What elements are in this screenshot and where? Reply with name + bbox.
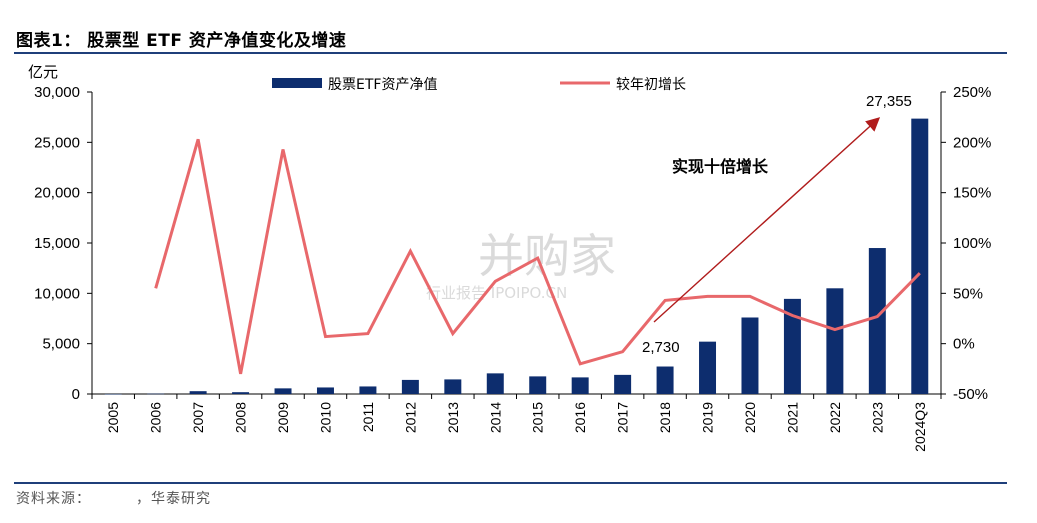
bar — [699, 341, 717, 394]
bar — [274, 388, 292, 394]
x-tick-label: 2021 — [784, 402, 800, 433]
x-tick-label: 2024Q3 — [912, 402, 928, 452]
source-note: 资料来源： ，华泰研究 — [16, 488, 211, 508]
bar — [359, 386, 377, 394]
x-tick-label: 2008 — [233, 402, 249, 433]
bar — [826, 288, 844, 394]
source-label: 资料来源： — [16, 491, 84, 507]
right-tick-label: 100% — [953, 235, 991, 252]
watermark-main: 并购家 — [478, 229, 616, 283]
line-series — [154, 138, 921, 375]
annotation-2024q3: 27,355 — [866, 93, 912, 110]
x-tick-label: 2017 — [615, 402, 631, 433]
x-tick-label: 2009 — [275, 402, 291, 433]
legend: 股票ETF资产净值 较年初增长 — [272, 76, 686, 93]
x-tick-label: 2006 — [148, 402, 164, 433]
annotation-tenfold: 实现十倍增长 — [672, 157, 769, 176]
x-tick-label: 2016 — [572, 402, 588, 433]
legend-bar-swatch — [272, 78, 322, 88]
bar — [911, 118, 929, 394]
x-tick-label: 2020 — [742, 402, 758, 433]
growth-arrow — [653, 117, 881, 323]
bar — [444, 379, 462, 394]
right-tick-label: 250% — [953, 84, 991, 101]
legend-bar-label: 股票ETF资产净值 — [328, 77, 437, 93]
footer-divider — [14, 482, 1007, 484]
annotation-2018: 2,730 — [642, 339, 680, 356]
x-tick-label: 2023 — [869, 402, 885, 433]
bar — [529, 376, 547, 394]
left-tick-label: 20,000 — [34, 185, 80, 202]
right-tick-label: -50% — [953, 386, 988, 403]
bar — [189, 391, 207, 394]
source-text: ，华泰研究 — [136, 491, 211, 507]
legend-line-label: 较年初增长 — [616, 76, 686, 93]
x-tick-label: 2005 — [105, 402, 121, 433]
left-tick-label: 15,000 — [34, 235, 80, 252]
annotations: 2,730 27,355 实现十倍增长 — [642, 93, 912, 356]
x-axis-ticks: 2005 2006 2007 2008 2009 2010 2011 2012 2013 2014… — [91, 394, 942, 452]
left-axis-unit: 亿元 — [28, 64, 58, 81]
right-tick-label: 50% — [953, 285, 983, 302]
page-title: 图表1： 股票型 ETF 资产净值变化及增速 — [16, 31, 347, 51]
x-tick-label: 2014 — [487, 402, 503, 433]
bar — [783, 298, 801, 394]
left-tick-label: 0 — [72, 386, 80, 403]
title-divider — [14, 52, 1007, 54]
x-tick-label: 2011 — [360, 402, 376, 432]
x-tick-label: 2019 — [700, 402, 716, 433]
right-axis-ticks: -50% 0% 50% 100% 150% 200% 250% — [941, 84, 991, 403]
right-tick-label: 150% — [953, 185, 991, 202]
bar-series — [104, 118, 929, 395]
watermark-sub: 行业报告 IPOIPO.CN — [426, 284, 567, 302]
x-tick-label: 2013 — [445, 402, 461, 433]
bar — [656, 366, 674, 394]
left-tick-label: 30,000 — [34, 84, 80, 101]
bar — [741, 317, 759, 394]
bar — [401, 379, 419, 394]
left-tick-label: 5,000 — [42, 336, 80, 353]
x-tick-label: 2022 — [827, 402, 843, 433]
left-tick-label: 25,000 — [34, 134, 80, 151]
left-axis-ticks: 0 5,000 10,000 15,000 20,000 25,000 30,000 — [34, 84, 92, 403]
x-tick-label: 2012 — [402, 402, 418, 433]
bar — [316, 387, 334, 394]
x-tick-label: 2015 — [530, 402, 546, 433]
bar — [614, 374, 632, 394]
bar — [868, 248, 886, 394]
x-tick-label: 2007 — [190, 402, 206, 433]
right-tick-label: 0% — [953, 336, 975, 353]
x-tick-label: 2018 — [657, 402, 673, 433]
x-tick-label: 2010 — [317, 402, 333, 433]
watermark: 并购家 行业报告 IPOIPO.CN — [426, 229, 616, 302]
bar — [486, 373, 504, 394]
left-tick-label: 10,000 — [34, 285, 80, 302]
bar — [232, 392, 250, 394]
growth-line — [154, 138, 921, 375]
bar — [147, 393, 165, 395]
bar — [571, 377, 589, 394]
right-tick-label: 200% — [953, 134, 991, 151]
bar — [104, 393, 122, 395]
